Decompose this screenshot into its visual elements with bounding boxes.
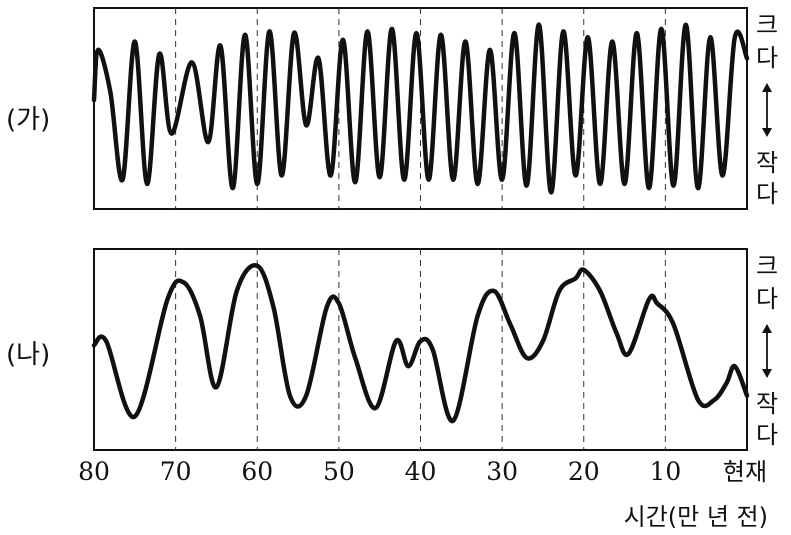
scale-bottom-char-1: 작	[756, 390, 778, 418]
x-tick-label-2: 60	[241, 457, 273, 486]
x-tick-label-8: 현재	[723, 458, 767, 486]
x-tick-label-5: 30	[486, 457, 518, 486]
arrow-up-icon	[762, 324, 772, 333]
scale-top-char-1: 크	[756, 252, 778, 280]
scale-bottom-char-2: 다	[756, 180, 778, 208]
scale-top-char-1: 크	[756, 11, 778, 39]
scale-top-char-2: 다	[756, 285, 778, 313]
x-tick-label-6: 20	[568, 457, 600, 486]
scale-bottom-char-2: 다	[756, 421, 778, 449]
x-tick-label-0: 80	[78, 457, 110, 486]
panel-a-series-line	[91, 22, 750, 195]
x-axis-tick-labels: 80 70 60 50 40 30 20 10 현재	[78, 457, 767, 486]
x-tick-label-3: 50	[323, 457, 355, 486]
arrow-down-icon	[762, 369, 772, 378]
x-tick-label-4: 40	[405, 457, 437, 486]
arrow-up-icon	[762, 83, 772, 92]
x-tick-label-7: 10	[649, 457, 681, 486]
scale-top-char-2: 다	[756, 44, 778, 72]
arrow-down-icon	[762, 128, 772, 137]
panel-b-label: (나)	[6, 340, 50, 370]
scale-bottom-char-1: 작	[756, 149, 778, 177]
x-tick-label-1: 70	[160, 457, 192, 486]
x-axis-title: 시간(만 년 전)	[624, 503, 768, 531]
panel-a-label: (가)	[6, 105, 50, 135]
panel-b-series-line	[91, 263, 750, 423]
